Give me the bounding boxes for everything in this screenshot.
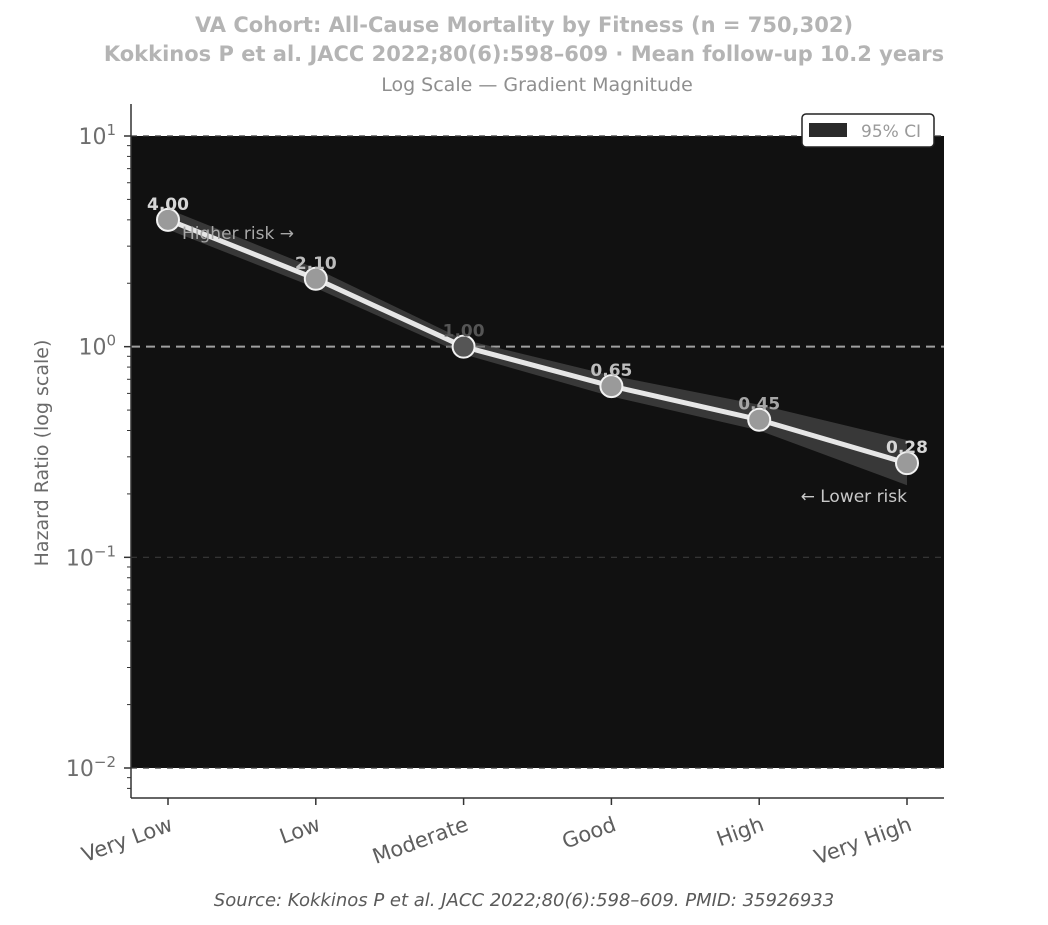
ci-band — [168, 209, 907, 486]
data-point — [156, 207, 180, 232]
data-label: 1.00 — [443, 322, 485, 342]
legend-label-ci: 95% CI — [861, 122, 921, 142]
legend-swatch-ci — [809, 123, 847, 137]
y-major-ticks — [124, 135, 131, 769]
x-tick-labels: Very Low Low Moderate Good High Very High — [78, 812, 914, 869]
chart-subtitle: Kokkinos P et al. JACC 2022;80(6):598–60… — [104, 42, 944, 66]
data-point — [451, 334, 476, 359]
x-tick-label: Moderate — [369, 812, 471, 869]
data-label: 0.45 — [738, 395, 780, 415]
x-tick-label: Very High — [811, 812, 915, 869]
x-tick-label: Low — [276, 812, 323, 849]
y-minor-ticks — [127, 145, 131, 789]
chart-title: VA Cohort: All-Cause Mortality by Fitnes… — [195, 13, 853, 37]
legend: 95% CI — [801, 113, 935, 148]
x-ticks — [167, 798, 908, 805]
y-axis-label: Hazard Ratio (log scale) — [31, 340, 53, 567]
data-label: 2.10 — [295, 254, 337, 274]
x-tick-label: Very Low — [78, 812, 175, 867]
x-tick-label: High — [713, 812, 767, 851]
plot-background — [131, 136, 944, 768]
chart-subtitle-scale: Log Scale — Gradient Magnitude — [381, 74, 693, 96]
y-tick-label-0-1: 10−1 — [66, 542, 116, 571]
data-points — [156, 207, 919, 476]
y-tick-labels: 101 100 10−1 10−2 — [66, 121, 116, 782]
source-note: Source: Kokkinos P et al. JACC 2022;80(6… — [214, 890, 834, 911]
y-tick-label-1: 100 — [78, 332, 116, 361]
data-point — [895, 451, 919, 476]
series-line — [165, 217, 910, 466]
data-point — [747, 407, 772, 432]
y-tick-label-0-01: 10−2 — [66, 753, 116, 782]
data-labels: 4.00 2.10 1.00 0.65 0.45 0.28 — [147, 195, 928, 458]
data-label: 0.28 — [886, 438, 928, 458]
data-label: 4.00 — [147, 195, 189, 215]
data-point — [303, 266, 328, 291]
annotation-lower-risk: ← Lower risk — [801, 487, 908, 507]
y-tick-label-10: 101 — [78, 121, 116, 150]
data-point — [599, 374, 624, 399]
data-label: 0.65 — [590, 361, 632, 381]
annotation-higher-risk: Higher risk → — [182, 224, 294, 244]
x-tick-label: Good — [559, 812, 619, 853]
legend-box — [801, 113, 935, 148]
